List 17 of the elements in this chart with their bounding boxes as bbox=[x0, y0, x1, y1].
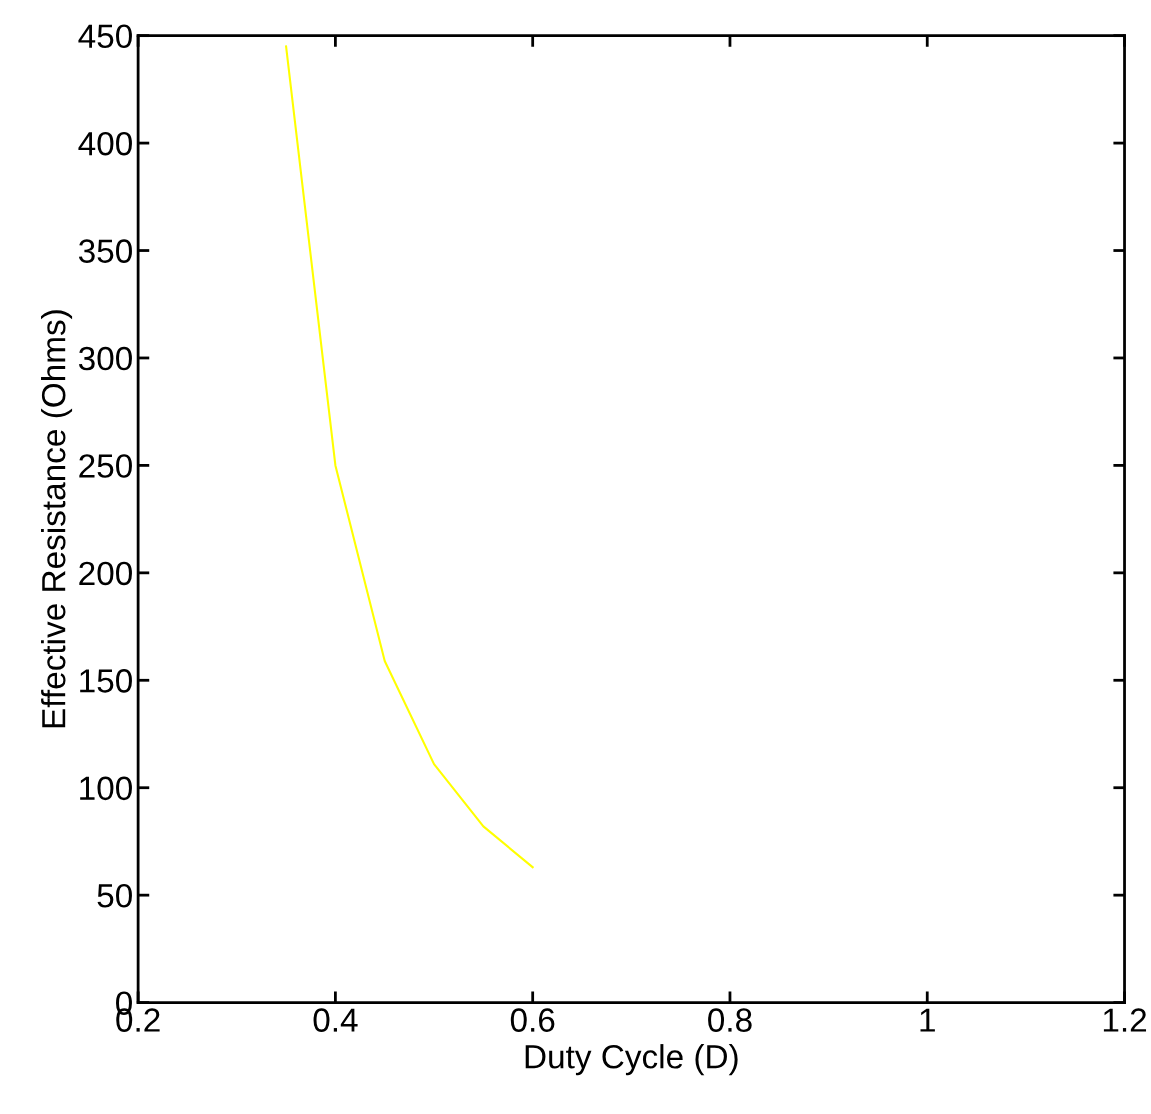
y-tick-label: 300 bbox=[78, 346, 132, 371]
y-tick-label: 200 bbox=[79, 561, 132, 586]
y-tick-label: 150 bbox=[80, 669, 132, 693]
x-tick-label: 1.2 bbox=[1103, 1008, 1147, 1032]
y-tick-label: 400 bbox=[78, 131, 132, 156]
x-axis-title: Duty Cycle (D) bbox=[525, 1044, 738, 1076]
x-tick-label: 0.6 bbox=[510, 1008, 555, 1032]
y-axis-title: Effective Resistance (Ohms) bbox=[41, 310, 73, 728]
y-tick-label: 50 bbox=[97, 883, 132, 908]
y-tick-label: 350 bbox=[78, 239, 132, 263]
x-tick-label: 0.4 bbox=[313, 1008, 358, 1032]
y-tick-label: 450 bbox=[78, 24, 132, 49]
x-tick-label: 1 bbox=[920, 1008, 935, 1032]
line-series bbox=[285, 45, 534, 869]
y-tick-label: 250 bbox=[79, 454, 132, 478]
x-tick-label: 0.8 bbox=[708, 1008, 752, 1032]
y-tick-label: 100 bbox=[80, 776, 132, 801]
